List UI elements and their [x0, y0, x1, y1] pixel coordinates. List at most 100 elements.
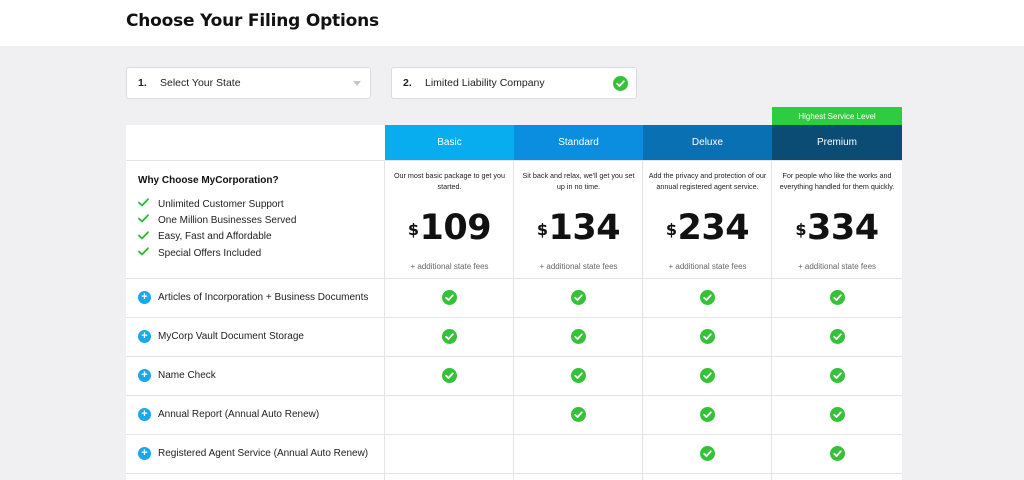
step-number: 2.	[403, 77, 412, 89]
why-item-label: Easy, Fast and Affordable	[158, 231, 272, 243]
check-circle-icon	[700, 407, 715, 422]
check-circle-icon	[700, 368, 715, 383]
plan-header-premium[interactable]: Premium	[772, 125, 902, 160]
plan-premium: For people who like the works and everyt…	[772, 160, 902, 278]
checkmark-icon	[138, 214, 158, 226]
column-divider	[513, 160, 514, 480]
checkmark-icon	[138, 247, 158, 259]
pricing-table: Basic Standard Deluxe Premium Why Choose…	[126, 125, 902, 480]
plan-deluxe: Add the privacy and protection of our an…	[643, 160, 772, 278]
plan-description: For people who like the works and everyt…	[779, 171, 895, 191]
row-divider	[126, 473, 902, 474]
plan-description: Sit back and relax, we'll get you set up…	[522, 171, 635, 191]
check-circle-icon	[571, 329, 586, 344]
plan-description: Add the privacy and protection of our an…	[648, 171, 767, 191]
caret-down-icon	[353, 81, 361, 86]
state-select-label: Select Your State	[160, 77, 241, 89]
check-circle-icon	[830, 368, 845, 383]
plan-basic: Our most basic package to get you starte…	[385, 160, 514, 278]
feature-label[interactable]: + Registered Agent Service (Annual Auto R…	[138, 434, 368, 473]
row-divider	[126, 356, 902, 357]
why-choose-heading: Why Choose MyCorporation?	[138, 175, 279, 186]
currency-symbol: $	[407, 220, 419, 239]
feature-row: + Name Check	[126, 356, 902, 395]
plan-price: $334	[772, 210, 902, 246]
plan-header-deluxe[interactable]: Deluxe	[643, 125, 772, 160]
currency-symbol: $	[665, 220, 677, 239]
check-circle-icon	[830, 446, 845, 461]
check-circle-icon	[700, 446, 715, 461]
feature-row: + MyCorp Vault Document Storage	[126, 317, 902, 356]
check-circle-icon	[613, 76, 628, 91]
plan-header-basic[interactable]: Basic	[385, 125, 514, 160]
state-select-dropdown[interactable]: 1. Select Your State	[126, 67, 371, 99]
check-circle-icon	[571, 368, 586, 383]
checkmark-icon	[138, 198, 158, 210]
check-circle-icon	[442, 368, 457, 383]
feature-text: MyCorp Vault Document Storage	[158, 331, 304, 342]
feature-text: Articles of Incorporation + Business Doc…	[158, 292, 369, 303]
list-item: Unlimited Customer Support	[138, 196, 296, 212]
entity-type-label: Limited Liability Company	[425, 77, 545, 89]
why-item-label: Unlimited Customer Support	[158, 198, 284, 210]
why-item-label: Special Offers Included	[158, 247, 262, 259]
entity-type-select[interactable]: 2. Limited Liability Company	[391, 67, 637, 99]
feature-label[interactable]: + Articles of Incorporation + Business Do…	[138, 278, 368, 317]
check-circle-icon	[442, 290, 457, 305]
plan-price: $234	[643, 210, 772, 246]
price-amount: 109	[419, 208, 492, 248]
check-circle-icon	[571, 407, 586, 422]
plan-price: $134	[514, 210, 643, 246]
plan-fees-note: + additional state fees	[668, 262, 747, 271]
check-circle-icon	[830, 407, 845, 422]
check-circle-icon	[700, 290, 715, 305]
plus-icon[interactable]: +	[138, 369, 151, 382]
feature-label[interactable]: + MyCorp Vault Document Storage	[138, 317, 304, 356]
header-band	[0, 0, 1024, 46]
plan-header-standard[interactable]: Standard	[514, 125, 643, 160]
check-circle-icon	[571, 290, 586, 305]
row-divider	[126, 317, 902, 318]
feature-row: + Annual Report (Annual Auto Renew)	[126, 395, 902, 434]
price-amount: 234	[677, 208, 750, 248]
why-item-label: One Million Businesses Served	[158, 214, 297, 226]
plus-icon[interactable]: +	[138, 408, 151, 421]
feature-row: + Articles of Incorporation + Business Do…	[126, 278, 902, 317]
price-amount: 134	[548, 208, 621, 248]
plan-standard: Sit back and relax, we'll get you set up…	[514, 160, 643, 278]
list-item: One Million Businesses Served	[138, 212, 296, 228]
list-item: Special Offers Included	[138, 245, 296, 261]
check-circle-icon	[830, 290, 845, 305]
check-circle-icon	[700, 329, 715, 344]
feature-text: Name Check	[158, 370, 216, 381]
why-choose-list: Unlimited Customer Support One Million B…	[138, 196, 296, 261]
row-divider	[126, 278, 902, 279]
currency-symbol: $	[536, 220, 548, 239]
page-title: Choose Your Filing Options	[126, 11, 379, 31]
column-divider	[642, 160, 643, 480]
step-number: 1.	[138, 77, 147, 89]
feature-text: Annual Report (Annual Auto Renew)	[158, 409, 320, 420]
feature-label[interactable]: + Name Check	[138, 356, 216, 395]
currency-symbol: $	[795, 220, 807, 239]
row-divider	[126, 160, 902, 161]
list-item: Easy, Fast and Affordable	[138, 229, 296, 245]
column-divider	[771, 160, 772, 480]
plan-description: Our most basic package to get you starte…	[393, 171, 506, 191]
plan-price: $109	[385, 210, 514, 246]
row-divider	[126, 434, 902, 435]
row-divider	[126, 395, 902, 396]
plus-icon[interactable]: +	[138, 447, 151, 460]
check-circle-icon	[830, 329, 845, 344]
plan-fees-note: + additional state fees	[797, 262, 877, 271]
checkmark-icon	[138, 231, 158, 243]
price-amount: 334	[807, 208, 879, 248]
highest-service-badge: Highest Service Level	[772, 107, 902, 125]
feature-row: + Registered Agent Service (Annual Auto R…	[126, 434, 902, 473]
feature-label[interactable]: + Annual Report (Annual Auto Renew)	[138, 395, 319, 434]
plus-icon[interactable]: +	[138, 291, 151, 304]
plan-fees-note: + additional state fees	[539, 262, 618, 271]
column-divider	[384, 160, 385, 480]
feature-text: Registered Agent Service (Annual Auto Re…	[158, 448, 369, 459]
plus-icon[interactable]: +	[138, 330, 151, 343]
